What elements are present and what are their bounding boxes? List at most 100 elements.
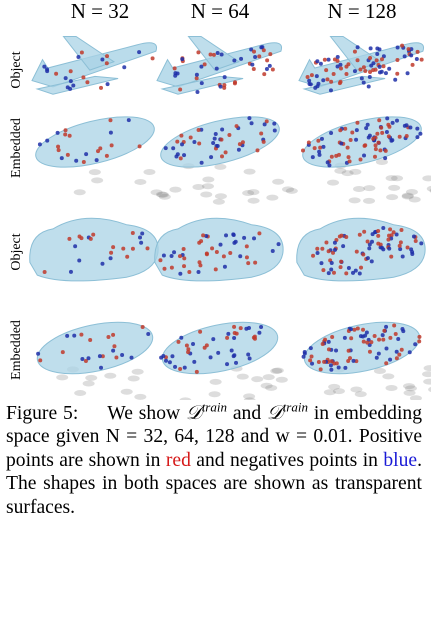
point bbox=[326, 271, 331, 276]
shadow bbox=[382, 373, 395, 380]
point bbox=[221, 254, 226, 259]
shadow bbox=[353, 186, 366, 193]
point bbox=[129, 355, 134, 360]
point bbox=[240, 140, 245, 145]
point bbox=[329, 367, 334, 372]
point bbox=[184, 343, 189, 348]
point bbox=[161, 253, 166, 258]
point bbox=[306, 140, 311, 145]
point bbox=[415, 135, 420, 140]
point bbox=[220, 127, 225, 132]
point bbox=[237, 142, 242, 147]
shadow bbox=[155, 191, 168, 198]
shadow bbox=[282, 186, 295, 193]
shadow bbox=[143, 168, 156, 175]
point bbox=[176, 339, 181, 344]
point bbox=[366, 84, 371, 89]
point bbox=[234, 331, 239, 336]
airplane-wing bbox=[160, 36, 244, 95]
point bbox=[335, 58, 340, 63]
shadow bbox=[88, 169, 101, 176]
point bbox=[100, 261, 105, 266]
shadow bbox=[401, 193, 414, 200]
point bbox=[396, 337, 401, 342]
point bbox=[357, 232, 362, 237]
point bbox=[84, 152, 89, 157]
point bbox=[182, 365, 187, 370]
point bbox=[378, 148, 383, 153]
point bbox=[308, 358, 313, 363]
point bbox=[350, 130, 355, 135]
point bbox=[307, 81, 312, 86]
point bbox=[383, 148, 388, 153]
point bbox=[108, 130, 113, 135]
point bbox=[380, 130, 385, 135]
point bbox=[99, 85, 104, 90]
point bbox=[391, 230, 396, 235]
panel bbox=[36, 321, 154, 400]
shadow bbox=[127, 375, 140, 382]
point bbox=[381, 54, 386, 59]
point bbox=[79, 50, 84, 55]
point bbox=[178, 367, 183, 372]
point bbox=[60, 350, 65, 355]
point bbox=[352, 327, 357, 332]
point bbox=[231, 232, 236, 237]
point bbox=[42, 270, 47, 275]
point bbox=[83, 359, 88, 364]
point bbox=[367, 246, 372, 251]
point bbox=[387, 66, 392, 71]
point bbox=[111, 332, 116, 337]
point bbox=[247, 116, 252, 121]
point bbox=[45, 67, 50, 72]
point bbox=[137, 50, 142, 55]
point bbox=[63, 128, 68, 133]
shadow bbox=[192, 183, 205, 190]
point bbox=[255, 148, 260, 153]
point bbox=[191, 342, 196, 347]
caption-text: We show bbox=[107, 403, 181, 424]
point bbox=[335, 64, 340, 69]
point bbox=[377, 337, 382, 342]
point bbox=[355, 58, 360, 63]
point bbox=[368, 46, 373, 51]
point bbox=[326, 347, 331, 352]
point bbox=[319, 136, 324, 141]
point bbox=[100, 57, 105, 62]
point bbox=[214, 250, 219, 255]
point bbox=[209, 155, 214, 160]
caption: Figure 5: We show 𝒟train and 𝒟train in e… bbox=[6, 400, 422, 519]
point bbox=[227, 133, 232, 138]
point bbox=[234, 360, 239, 365]
shadow bbox=[236, 373, 249, 380]
point bbox=[352, 69, 357, 74]
point bbox=[182, 153, 187, 158]
shadow bbox=[82, 380, 95, 387]
point bbox=[63, 76, 68, 81]
point bbox=[379, 245, 384, 250]
point bbox=[208, 355, 213, 360]
panels bbox=[29, 36, 431, 400]
point bbox=[359, 76, 364, 81]
shadow bbox=[275, 376, 288, 383]
point bbox=[71, 83, 76, 88]
point bbox=[367, 242, 372, 247]
shadow bbox=[405, 189, 418, 196]
panel bbox=[29, 217, 159, 282]
point bbox=[355, 326, 360, 331]
point bbox=[215, 143, 220, 148]
point bbox=[225, 335, 230, 340]
point bbox=[173, 71, 178, 76]
point bbox=[361, 80, 366, 85]
point bbox=[362, 229, 367, 234]
point bbox=[400, 254, 405, 259]
shadow bbox=[272, 178, 285, 185]
point bbox=[68, 269, 73, 274]
point bbox=[369, 239, 374, 244]
point bbox=[317, 152, 322, 157]
point bbox=[36, 351, 41, 356]
point bbox=[387, 124, 392, 129]
point bbox=[361, 252, 366, 257]
point bbox=[394, 118, 399, 123]
point bbox=[223, 150, 228, 155]
